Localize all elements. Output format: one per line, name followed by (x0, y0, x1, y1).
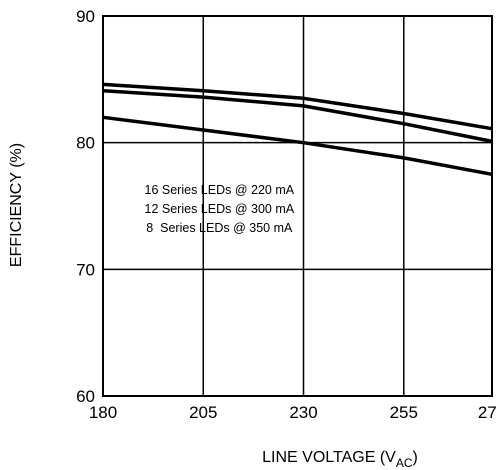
y-tick-label: 60 (76, 387, 95, 406)
x-axis-title-main: LINE VOLTAGE (V (262, 449, 396, 466)
plot-frame (102, 15, 493, 397)
series-line-2 (102, 88, 493, 144)
y-tick-label: 90 (76, 7, 95, 26)
series-line-3 (102, 115, 493, 177)
legend-entry-1: 16 Series LEDs @ 220 mA (145, 183, 295, 197)
x-tick-label: 180 (89, 403, 117, 422)
x-axis-title: LINE VOLTAGE (VAC) (262, 449, 418, 470)
y-tick-label: 80 (76, 134, 95, 153)
x-tick-labels: 180 205 230 255 277 (89, 403, 497, 422)
y-axis-title: EFFICIENCY (%) (8, 143, 25, 267)
legend: 16 Series LEDs @ 220 mA 12 Series LEDs @ … (145, 183, 295, 235)
y-tick-labels: 60 70 80 90 (76, 7, 95, 406)
x-axis-title-sub: AC (396, 456, 413, 470)
legend-entry-3: 8 Series LEDs @ 350 mA (146, 221, 293, 235)
y-tick-label: 70 (76, 260, 95, 279)
series-lines (102, 82, 493, 177)
x-tick-label: 277 (478, 403, 497, 422)
x-tick-label: 205 (189, 403, 217, 422)
x-tick-label: 255 (390, 403, 418, 422)
x-axis-title-close: ) (413, 449, 418, 466)
x-tick-label: 230 (289, 403, 317, 422)
series-line-1 (102, 82, 493, 131)
legend-entry-2: 12 Series LEDs @ 300 mA (145, 202, 295, 216)
